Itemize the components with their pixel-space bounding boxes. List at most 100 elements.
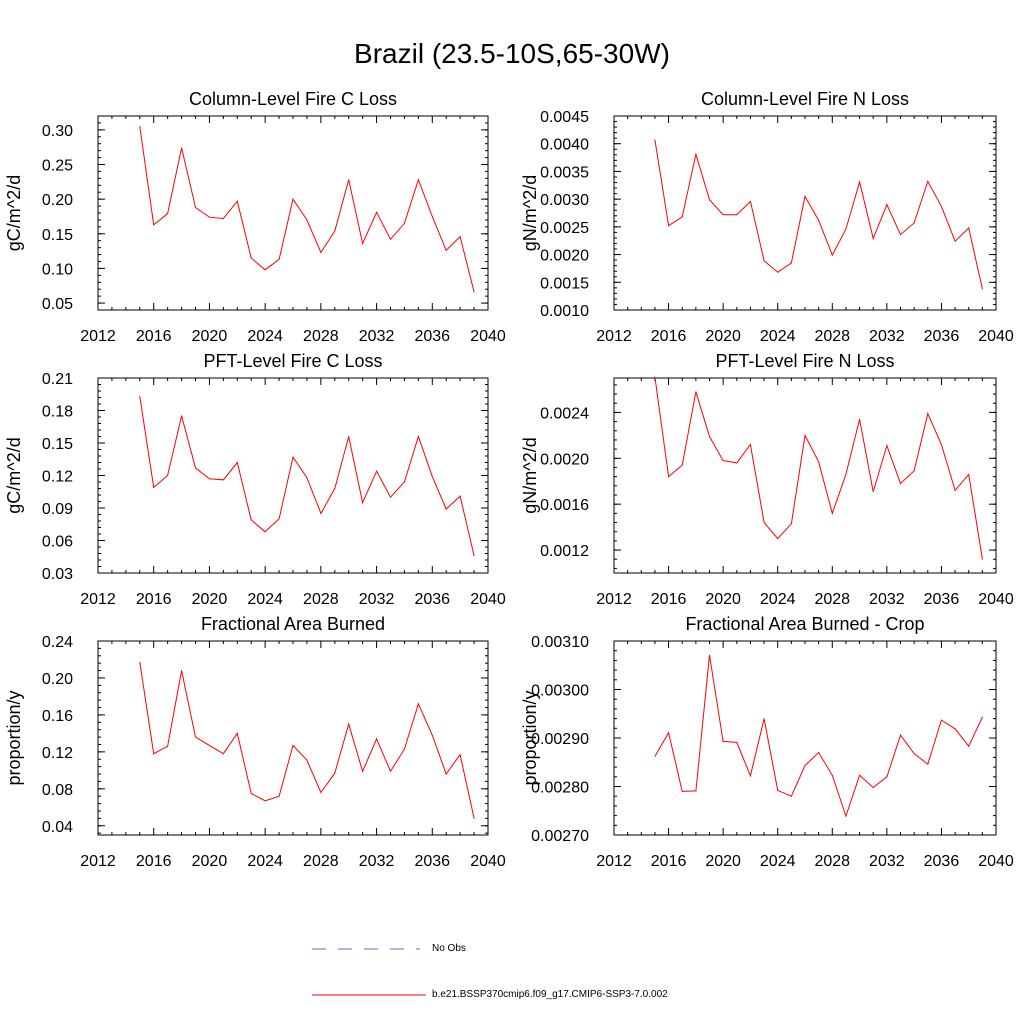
data-point <box>292 456 294 458</box>
data-point <box>167 745 169 747</box>
data-point <box>872 491 874 493</box>
y-tick-label: 0.0010 <box>540 303 589 320</box>
data-point <box>362 502 364 504</box>
data-point <box>320 792 322 794</box>
x-tick-label: 2032 <box>359 853 395 870</box>
data-point <box>736 741 738 743</box>
y-tick-label: 0.12 <box>42 469 73 486</box>
y-axis-label: gN/m^2/d <box>520 175 540 251</box>
data-point <box>777 789 779 791</box>
y-tick-label: 0.24 <box>42 634 73 651</box>
data-point <box>736 462 738 464</box>
data-point <box>181 415 183 417</box>
y-axis-label: gN/m^2/d <box>520 437 540 513</box>
data-point <box>777 538 779 540</box>
x-tick-label: 2036 <box>414 853 450 870</box>
data-point <box>968 745 970 747</box>
y-axis-label: proportion/y <box>520 690 540 785</box>
x-tick-label: 2016 <box>136 591 172 608</box>
y-tick-label: 0.21 <box>42 371 73 388</box>
x-tick-label: 2012 <box>80 591 116 608</box>
panel-4: 2012 2016 2020 2024 2028 2032 2036 2040 0.0012 0.… <box>520 351 1014 608</box>
y-tick-label: 0.00300 <box>531 683 589 700</box>
x-tick-label: 2028 <box>814 328 850 345</box>
data-point <box>845 815 847 817</box>
data-point <box>208 478 210 480</box>
data-point <box>913 470 915 472</box>
legend-obs-label: No Obs <box>432 943 466 954</box>
data-point <box>900 734 901 736</box>
y-tick-label: 0.10 <box>42 261 73 278</box>
panel-title: Column-Level Fire C Loss <box>189 89 397 109</box>
data-point <box>348 436 350 437</box>
x-tick-label: 2016 <box>651 328 687 345</box>
data-point <box>292 198 294 200</box>
data-point <box>859 418 861 420</box>
data-point <box>222 479 224 481</box>
data-point <box>362 770 364 772</box>
y-tick-label: 0.00310 <box>531 634 589 651</box>
data-point <box>153 486 155 488</box>
data-point <box>695 790 697 792</box>
x-tick-label: 2028 <box>814 591 850 608</box>
data-point <box>954 728 956 730</box>
data-point <box>804 765 806 767</box>
y-tick-label: 0.0020 <box>540 451 589 468</box>
x-tick-label: 2028 <box>303 591 339 608</box>
y-tick-label: 0.15 <box>42 436 73 453</box>
data-point <box>695 153 697 155</box>
data-point <box>431 476 433 478</box>
data-point <box>872 237 874 239</box>
data-point <box>790 262 792 264</box>
data-point <box>348 723 350 725</box>
x-tick-label: 2016 <box>651 853 687 870</box>
data-point <box>181 670 183 672</box>
data-point <box>431 215 433 217</box>
data-point <box>654 139 656 141</box>
data-point <box>722 740 724 742</box>
data-point <box>749 775 751 777</box>
data-point <box>709 199 710 201</box>
data-point <box>913 222 915 224</box>
data-point <box>167 213 169 215</box>
data-point <box>927 413 929 415</box>
x-tick-label: 2024 <box>760 591 796 608</box>
data-point <box>264 269 266 271</box>
y-tick-label: 0.00290 <box>531 731 589 748</box>
data-point <box>927 180 929 182</box>
data-point <box>473 817 475 819</box>
data-point <box>264 531 266 533</box>
data-point <box>236 200 238 202</box>
x-tick-label: 2024 <box>247 591 283 608</box>
data-point <box>445 773 447 775</box>
data-point <box>376 211 378 213</box>
panel-3: 2012 2016 2020 2024 2028 2032 2036 2040 0.03 0.06… <box>4 351 506 608</box>
y-tick-label: 0.15 <box>42 227 73 244</box>
y-tick-label: 0.00280 <box>531 780 589 797</box>
data-point <box>403 748 405 750</box>
data-point <box>403 481 405 483</box>
data-point <box>250 257 252 259</box>
data-point <box>709 436 710 437</box>
data-point <box>845 473 847 475</box>
data-point <box>445 249 447 251</box>
y-axis-label: gC/m^2/d <box>4 437 24 513</box>
y-tick-label: 0.08 <box>42 782 73 799</box>
data-point <box>334 230 336 232</box>
data-point <box>763 718 765 720</box>
data-point <box>167 475 169 476</box>
x-tick-label: 2012 <box>596 591 632 608</box>
data-point <box>818 752 820 754</box>
x-tick-label: 2036 <box>924 591 960 608</box>
panel-6: 2012 2016 2020 2024 2028 2032 2036 2040 0.00270 0… <box>520 614 1014 870</box>
x-tick-label: 2032 <box>869 853 905 870</box>
panel-title: PFT-Level Fire C Loss <box>203 351 382 371</box>
data-point <box>668 476 670 478</box>
x-tick-label: 2024 <box>247 328 283 345</box>
y-axis-label: gC/m^2/d <box>4 175 24 251</box>
data-point <box>668 732 670 734</box>
x-tick-label: 2016 <box>136 853 172 870</box>
y-tick-label: 0.16 <box>42 708 73 725</box>
y-tick-label: 0.20 <box>42 192 73 209</box>
data-point <box>681 790 683 792</box>
